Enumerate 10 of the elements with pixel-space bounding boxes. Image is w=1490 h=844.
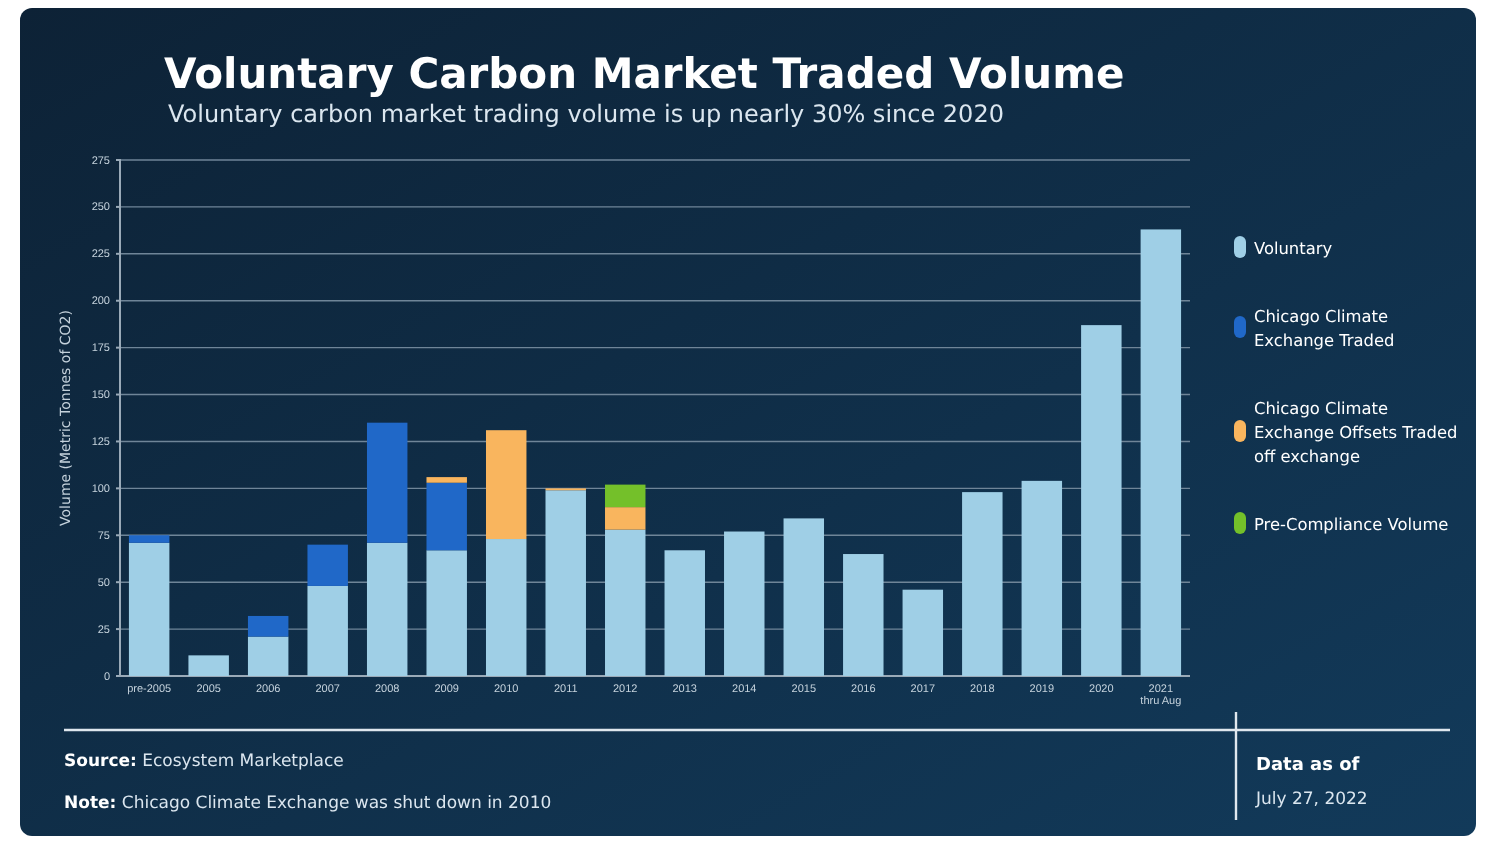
source-note: Source: Ecosystem Marketplace	[64, 752, 344, 772]
legend-label: Chicago Climate Exchange Traded	[1254, 306, 1395, 350]
legend-label: Pre-Compliance Volume	[1254, 514, 1449, 534]
legend-label: Chicago Climate Exchange Offsets Traded off exchange	[1254, 398, 1458, 466]
text: Data as of	[1256, 756, 1360, 776]
legend-label: Voluntary	[1254, 238, 1333, 258]
text: Note: Chicago Climate Exchange was shut down in 2010	[64, 794, 552, 814]
text: July 27, 2022	[1254, 790, 1368, 810]
chart-subtitle: Voluntary carbon market trading volume is up nearly 30% since 2020	[168, 100, 1004, 128]
chart-title: Voluntary Carbon Market Traded Volume	[164, 50, 1125, 98]
